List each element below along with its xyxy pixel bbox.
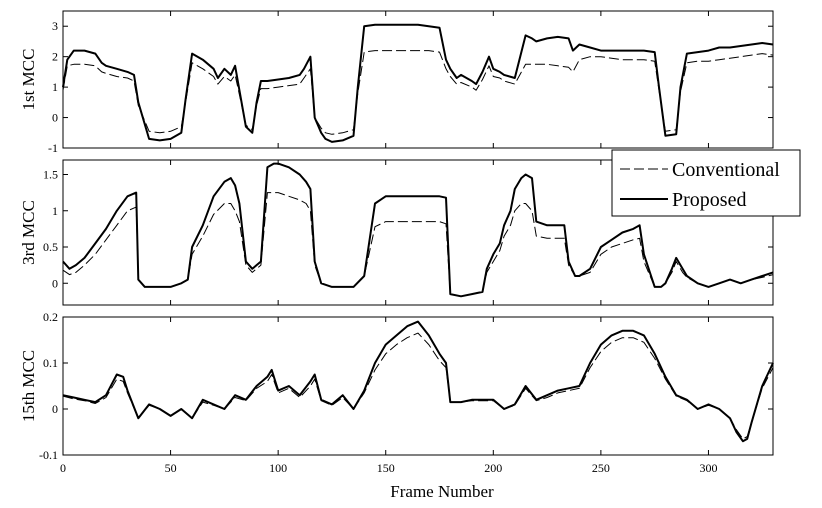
x-tick-labels: 0 50 100 150 200 250 300 (60, 461, 717, 475)
x-tick-label: 250 (592, 461, 610, 475)
y-axis-label-panel-2: 3rd MCC (19, 200, 38, 265)
y-tick-label: -1 (48, 141, 58, 155)
legend: Conventional Proposed (611, 149, 801, 217)
y-tick-label: 0 (52, 276, 58, 290)
legend-entry-proposed: Proposed (672, 189, 746, 211)
y-tick-label: 1.5 (43, 168, 58, 182)
y-tick-label: 0.5 (43, 240, 58, 254)
plot-frame-3 (62, 316, 774, 456)
y-tick-label: 2 (52, 50, 58, 64)
x-tick-label: 150 (377, 461, 395, 475)
plot-frame-2 (62, 159, 774, 306)
panel-3: -0.1 0 0.1 0.2 15th MCC (19, 310, 774, 462)
x-tick-label: 0 (60, 461, 66, 475)
series-line-conventional-panel-1 (62, 50, 774, 135)
panel-2: 0 0.5 1 1.5 3rd MCC (19, 159, 774, 306)
y-tick-label: 0 (52, 111, 58, 125)
y-axis-label-panel-3: 15th MCC (19, 350, 38, 422)
legend-box (611, 149, 801, 217)
y-axis-label-panel-1: 1st MCC (19, 49, 38, 111)
x-axis-label: Frame Number (390, 482, 494, 501)
x-tick-label: 50 (165, 461, 177, 475)
series-line-proposed-panel-1 (62, 23, 774, 143)
y-tick-label: 1 (52, 204, 58, 218)
y-tick-label: -0.1 (39, 448, 58, 462)
x-tick-label: 200 (484, 461, 502, 475)
legend-entry-conventional: Conventional (672, 159, 780, 181)
y-tick-label: 1 (52, 80, 58, 94)
y-tick-label: 0 (52, 402, 58, 416)
series-line-conventional-panel-2 (62, 192, 774, 297)
panel-1: -1 0 1 2 3 1st MCC (19, 10, 774, 155)
series-line-proposed-panel-3 (62, 320, 774, 443)
x-tick-label: 100 (269, 461, 287, 475)
plot-frame-1 (62, 10, 774, 149)
x-tick-label: 300 (699, 461, 717, 475)
series-line-conventional-panel-3 (62, 332, 774, 440)
y-tick-label: 3 (52, 19, 58, 33)
y-tick-label: 0.2 (43, 310, 58, 324)
y-tick-label: 0.1 (43, 356, 58, 370)
